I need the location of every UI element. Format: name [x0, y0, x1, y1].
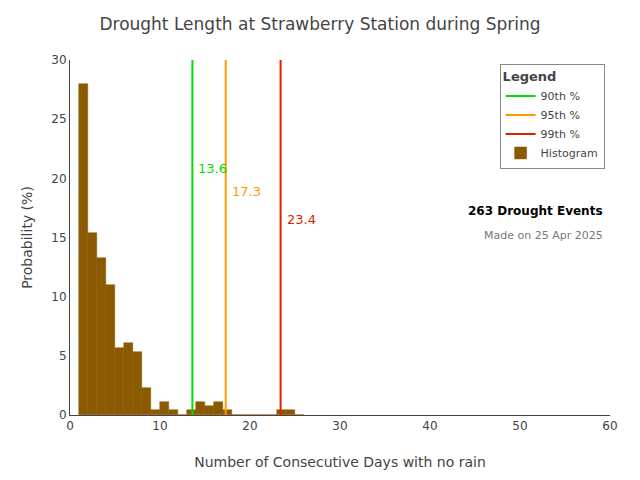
svg-text:Made on 25 Apr 2025: Made on 25 Apr 2025	[484, 229, 603, 242]
svg-text:20: 20	[51, 172, 66, 186]
svg-text:23.4: 23.4	[287, 212, 316, 227]
svg-text:Drought Length at Strawberry S: Drought Length at Strawberry Station dur…	[99, 14, 540, 34]
svg-text:0: 0	[66, 419, 74, 433]
svg-text:25: 25	[51, 112, 66, 126]
svg-text:5: 5	[59, 349, 67, 363]
svg-text:30: 30	[332, 419, 347, 433]
svg-text:20: 20	[242, 419, 257, 433]
svg-text:0: 0	[59, 408, 67, 422]
svg-text:10: 10	[51, 290, 66, 304]
svg-text:40: 40	[422, 419, 437, 433]
svg-text:17.3: 17.3	[232, 184, 261, 199]
svg-text:Legend: Legend	[503, 69, 557, 84]
svg-text:Probability (%): Probability (%)	[19, 186, 35, 289]
svg-text:95th %: 95th %	[541, 109, 580, 122]
svg-text:13.6: 13.6	[198, 161, 227, 176]
svg-text:90th %: 90th %	[541, 90, 580, 103]
svg-text:Histogram: Histogram	[541, 147, 598, 160]
svg-text:60: 60	[602, 419, 617, 433]
svg-text:99th %: 99th %	[541, 128, 580, 141]
svg-text:263 Drought Events: 263 Drought Events	[468, 204, 603, 218]
svg-text:Number of Consecutive Days wit: Number of Consecutive Days with no rain	[194, 454, 486, 470]
svg-text:50: 50	[512, 419, 527, 433]
svg-text:15: 15	[51, 231, 66, 245]
svg-text:10: 10	[152, 419, 167, 433]
svg-text:30: 30	[51, 53, 66, 67]
